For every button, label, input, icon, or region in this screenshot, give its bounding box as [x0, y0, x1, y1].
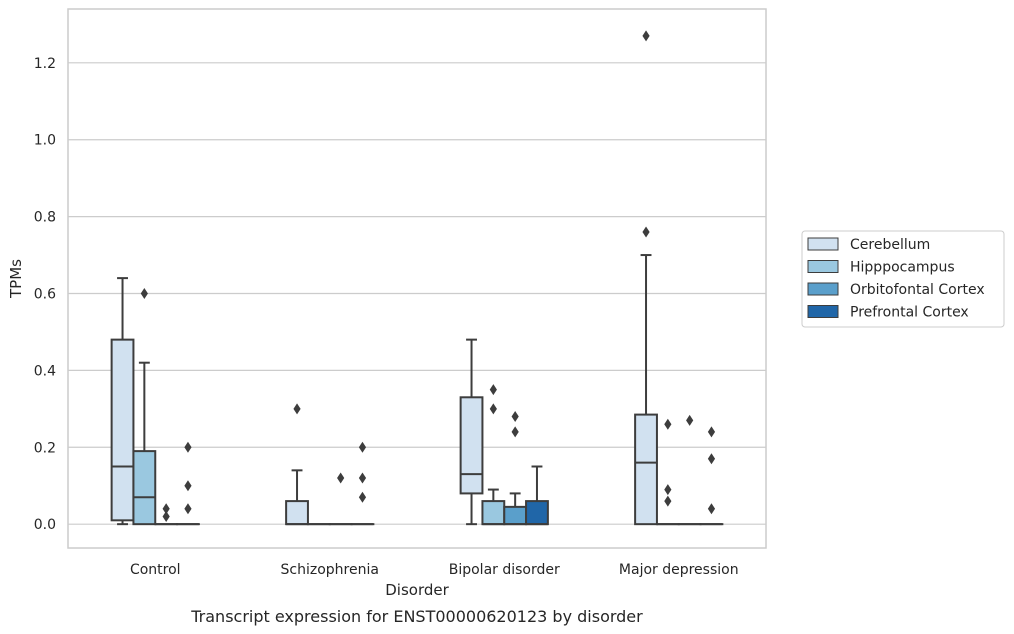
y-tick-label: 1.2: [34, 56, 56, 72]
outlier-point: [358, 491, 367, 503]
box-hipppocampus-control: [132, 287, 157, 526]
x-tick-label: Major depression: [619, 562, 739, 578]
box-prefrontal-cortex-schizophrenia: [350, 441, 375, 526]
box-plot-area: [110, 30, 724, 526]
box-orbitofontal-cortex-bipolar-disorder: [503, 411, 528, 526]
outlier-point: [664, 495, 672, 507]
outlier-point: [707, 453, 716, 465]
box-cerebellum-schizophrenia: [285, 403, 309, 526]
outlier-point: [664, 418, 672, 430]
outlier-point: [511, 426, 519, 438]
outlier-point: [664, 484, 672, 496]
box-cerebellum-bipolar-disorder: [459, 338, 484, 526]
box-body: [503, 505, 528, 526]
box-orbitofontal-cortex-control: [154, 503, 179, 526]
outlier-point: [707, 503, 716, 515]
outlier-point: [162, 510, 170, 522]
box-body: [110, 338, 135, 522]
outlier-point: [686, 414, 694, 426]
outlier-point: [293, 403, 301, 415]
legend-label: Orbitofontal Cortex: [850, 282, 985, 298]
legend-swatch: [807, 282, 839, 296]
legend-items: Cerebellum Hipppocampus Orbitofontal Corte…: [807, 237, 985, 321]
legend-swatch: [807, 305, 839, 318]
x-tick-label: Schizophrenia: [281, 562, 379, 578]
outlier-point: [642, 226, 650, 238]
y-tick-label: 0.4: [34, 363, 56, 379]
box-body: [459, 396, 484, 495]
outlier-point: [162, 503, 170, 515]
box-prefrontal-cortex-bipolar-disorder: [525, 465, 549, 526]
outlier-point: [358, 441, 367, 453]
box-body: [634, 413, 658, 526]
legend-label: Hipppocampus: [850, 260, 955, 276]
grid-lines: [68, 62, 766, 525]
y-axis-title: TPMs: [7, 259, 25, 299]
box-hipppocampus-major-depression: [655, 418, 680, 526]
legend-label: Prefrontal Cortex: [850, 305, 969, 321]
box-body: [285, 500, 309, 526]
legend-frame: [801, 230, 1005, 328]
outlier-point: [184, 441, 192, 453]
legend-label: Cerebellum: [850, 237, 930, 253]
x-tick-labels: Control Schizophrenia Bipolar disorder Majo…: [130, 562, 739, 578]
box-cerebellum-control: [110, 277, 135, 526]
legend-swatch: [807, 237, 839, 251]
box-body: [132, 450, 157, 526]
outlier-point: [707, 426, 716, 438]
box-body: [525, 500, 549, 526]
outlier-point: [642, 30, 650, 42]
box-prefrontal-cortex-major-depression: [699, 426, 724, 526]
y-tick-label: 0.8: [34, 210, 56, 226]
outlier-point: [184, 480, 192, 492]
legend: Cerebellum Hipppocampus Orbitofontal Corte…: [801, 230, 1005, 328]
outlier-point: [337, 472, 345, 484]
box-prefrontal-cortex-control: [176, 441, 200, 526]
y-tick-label: 1.0: [34, 133, 56, 149]
box-orbitofontal-cortex-major-depression: [677, 414, 702, 526]
outlier-point: [358, 472, 367, 484]
x-tick-label: Control: [130, 562, 181, 578]
outlier-point: [489, 384, 497, 396]
y-tick-label: 0.6: [34, 286, 56, 302]
outlier-point: [511, 411, 519, 423]
outlier-point: [184, 503, 192, 515]
outlier-point: [140, 287, 148, 299]
box-cerebellum-major-depression: [634, 30, 658, 526]
box-orbitofontal-cortex-schizophrenia: [328, 472, 353, 526]
y-tick-label: 0.2: [34, 440, 56, 456]
box-hipppocampus-bipolar-disorder: [481, 384, 506, 526]
y-tick-label: 0.0: [34, 517, 56, 533]
figure-caption: Transcript expression for ENST0000062012…: [190, 607, 643, 626]
outlier-point: [489, 403, 497, 415]
box-body: [481, 500, 506, 526]
y-tick-labels: 0.0 0.2 0.4 0.6 0.8 1.0 1.2: [34, 56, 56, 533]
x-axis-title: Disorder: [385, 581, 449, 599]
legend-swatch: [807, 260, 839, 273]
x-tick-label: Bipolar disorder: [449, 562, 560, 578]
plot-frame: [67, 8, 767, 549]
